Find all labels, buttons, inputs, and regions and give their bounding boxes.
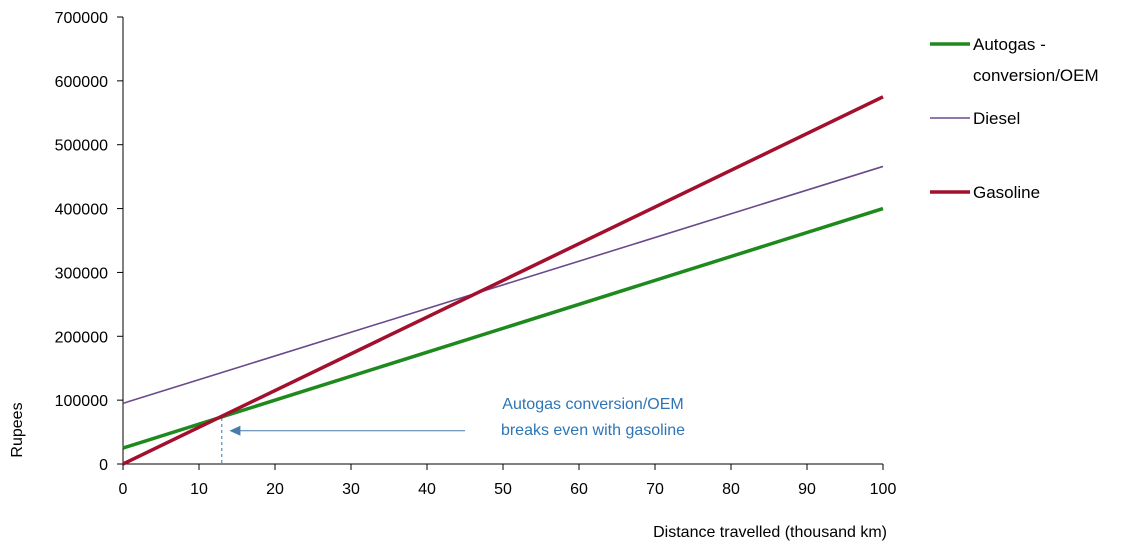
y-tick-label: 500000 (55, 138, 108, 155)
legend-label: conversion/OEM (973, 66, 1099, 85)
series-line-gasoline (122, 95, 884, 466)
y-axis-title: Rupees (9, 402, 26, 457)
legend-label: Gasoline (973, 183, 1040, 202)
x-tick-label: 90 (798, 481, 816, 498)
x-tick-label: 10 (190, 481, 208, 498)
y-tick-label: 200000 (55, 329, 108, 346)
series-lines (122, 95, 884, 466)
x-tick-label: 80 (722, 481, 740, 498)
y-axis-ticks: 0 100000 200000 300000 400000 500000 600000 700… (55, 10, 123, 474)
annotation-text-line: breaks even with gasoline (501, 422, 685, 439)
series-line-autogas-conversion-oem (122, 206, 884, 450)
x-tick-label: 40 (418, 481, 436, 498)
x-tick-label: 20 (266, 481, 284, 498)
y-tick-label: 300000 (55, 265, 108, 282)
y-tick-label: 100000 (55, 393, 108, 410)
y-tick-label: 600000 (55, 74, 108, 91)
y-tick-label: 700000 (55, 10, 108, 27)
legend-label: Diesel (973, 109, 1020, 128)
x-tick-label: 0 (119, 481, 128, 498)
x-axis-ticks: 0 10 20 30 40 50 60 70 80 90 100 (119, 464, 897, 498)
legend-label: Autogas - (973, 35, 1046, 54)
annotation-arrow-head (229, 425, 241, 436)
series-line-diesel (122, 165, 884, 405)
annotation-text-line: Autogas conversion/OEM (502, 396, 683, 413)
y-tick-label: 0 (99, 457, 108, 474)
x-tick-label: 60 (570, 481, 588, 498)
x-tick-label: 30 (342, 481, 360, 498)
x-axis-title: Distance travelled (thousand km) (653, 524, 887, 541)
x-tick-label: 100 (870, 481, 897, 498)
x-tick-label: 50 (494, 481, 512, 498)
x-tick-label: 70 (646, 481, 664, 498)
legend: Autogas - conversion/OEM Diesel Gasoline (930, 35, 1099, 202)
y-tick-label: 400000 (55, 202, 108, 219)
annotation: Autogas conversion/OEM breaks even with g… (221, 396, 685, 464)
